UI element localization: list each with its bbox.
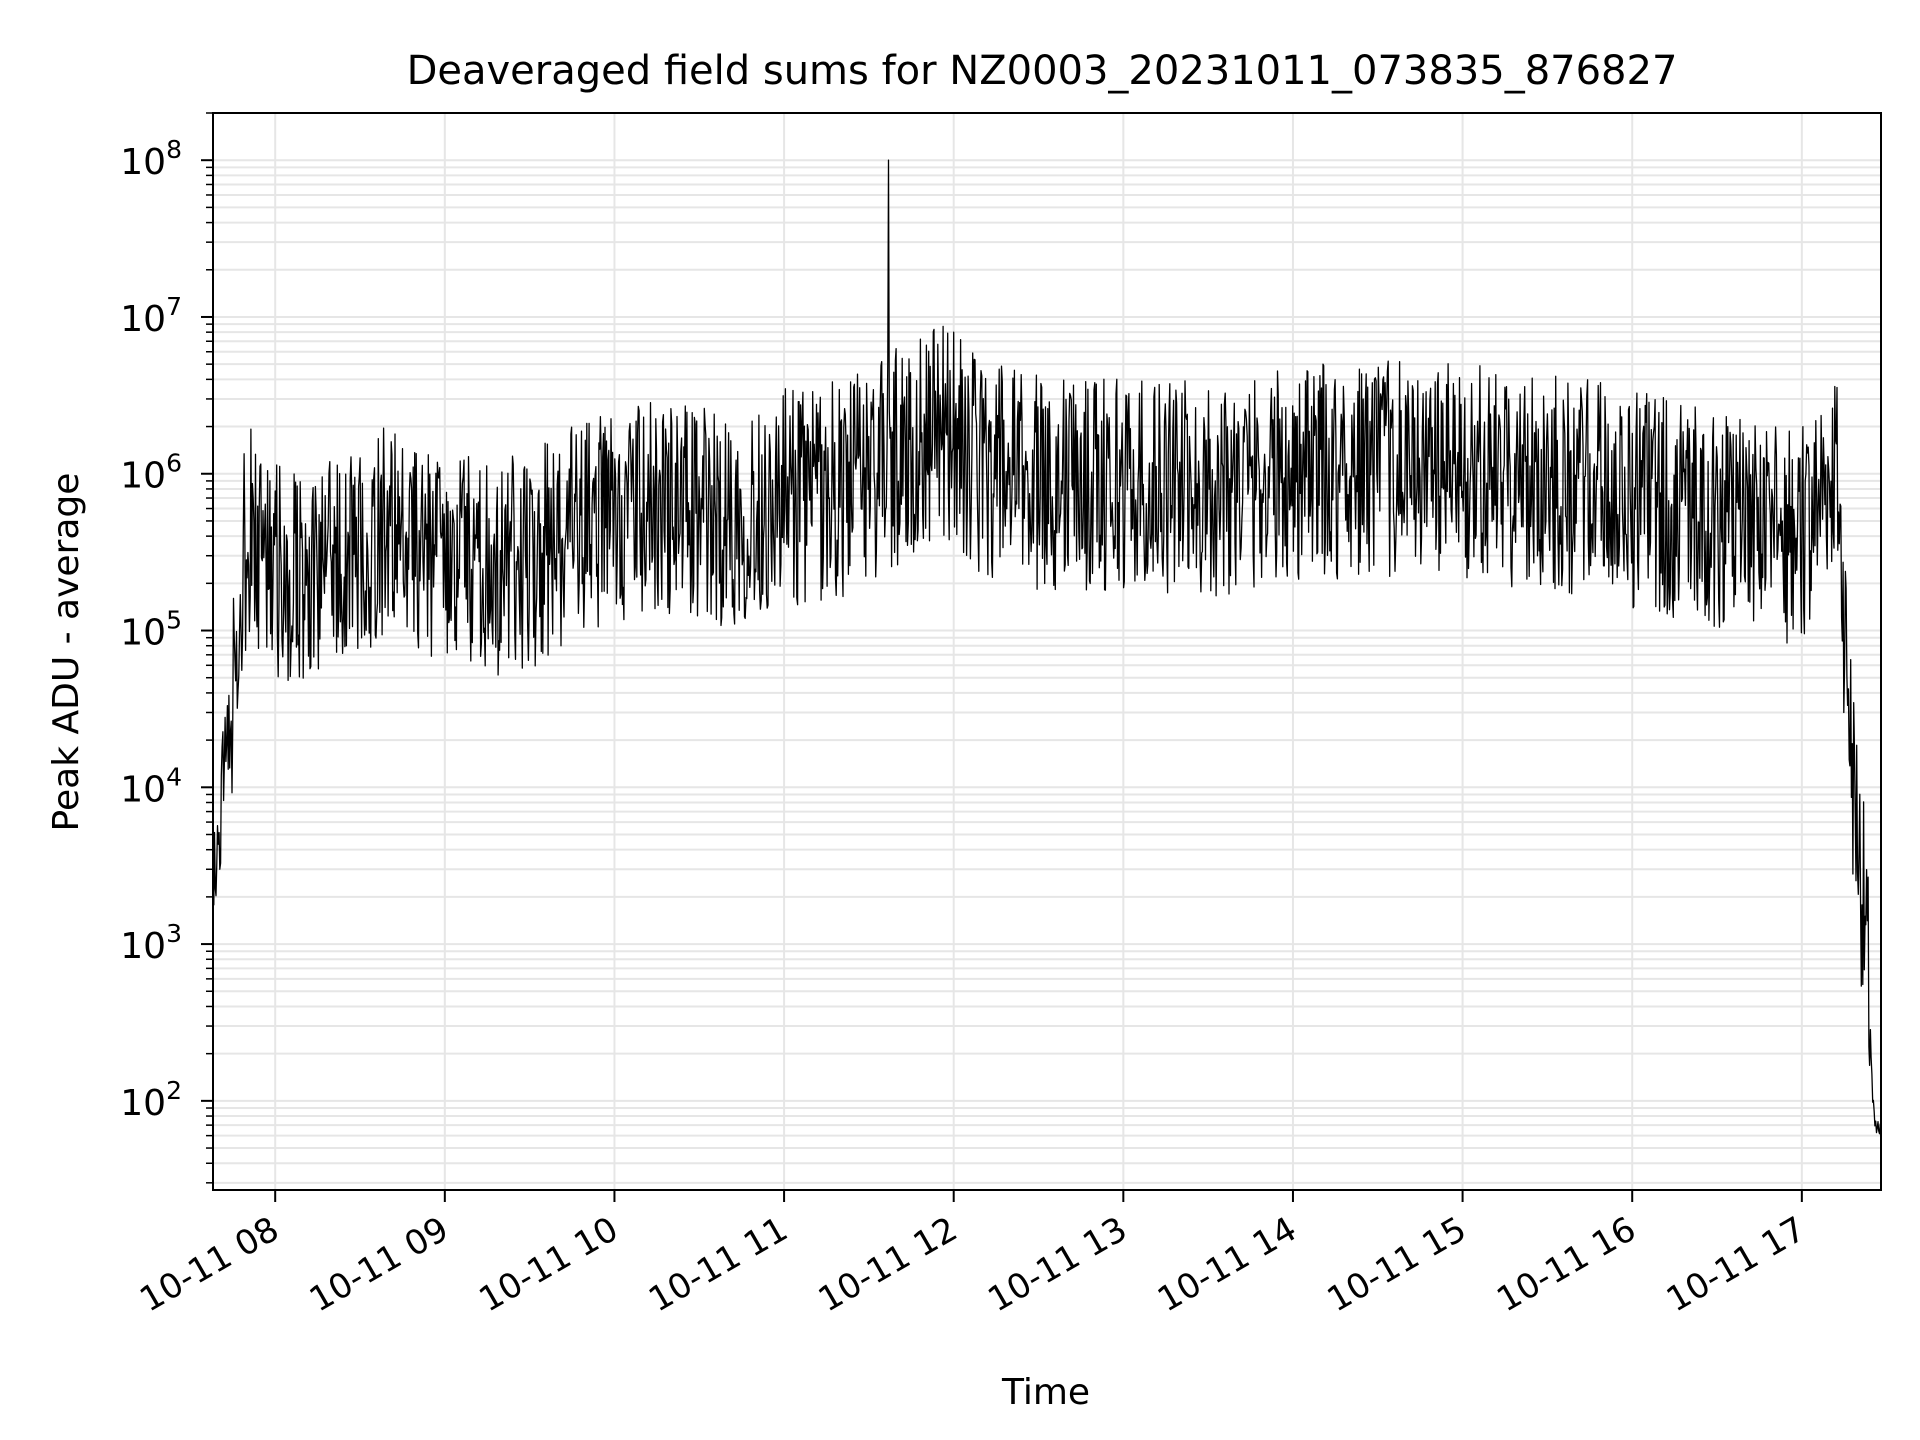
y-tick-label: 107 bbox=[120, 292, 182, 340]
plot-frame bbox=[212, 112, 1882, 1191]
series-line bbox=[212, 159, 1882, 1135]
y-tick-label: 106 bbox=[120, 449, 182, 497]
y-tick-label: 103 bbox=[120, 919, 182, 967]
grid-layer bbox=[213, 112, 1881, 1190]
y-axis: 102 103 104 105 106 107 108 bbox=[120, 112, 213, 1184]
chart-title: Deaveraged field sums for NZ0003_2023101… bbox=[407, 48, 1678, 94]
y-tick-label: 108 bbox=[120, 135, 182, 183]
y-axis-label: Peak ADU - average bbox=[46, 473, 87, 832]
y-tick-label: 104 bbox=[120, 762, 182, 810]
y-tick-label: 102 bbox=[120, 1076, 182, 1124]
x-axis-label: Time bbox=[1001, 1372, 1090, 1413]
series-layer bbox=[212, 159, 1882, 1135]
y-tick-label: 105 bbox=[120, 606, 182, 654]
